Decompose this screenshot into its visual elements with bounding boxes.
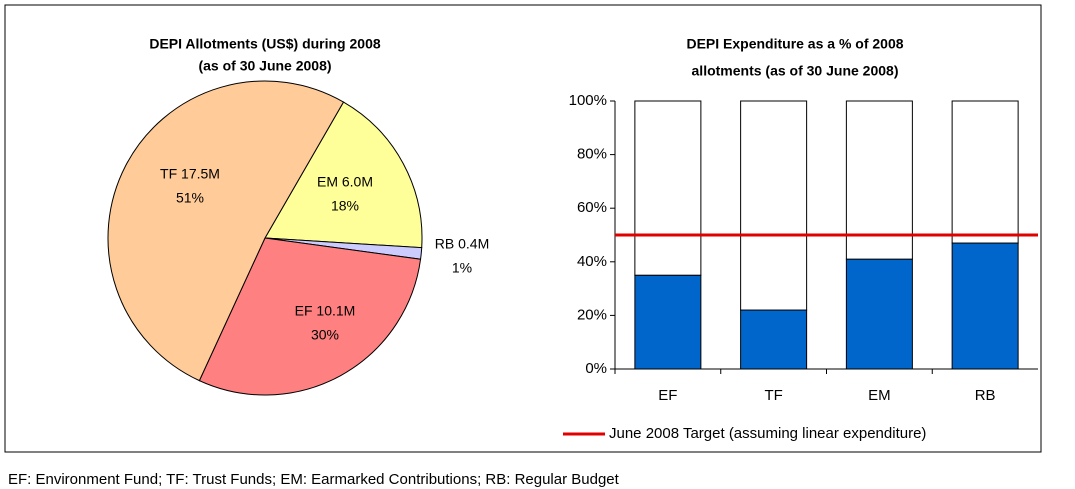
x-tick-label: TF <box>764 387 782 404</box>
pie-slice <box>107 80 345 382</box>
slice-label: TF 17.5M <box>160 166 220 182</box>
bar-segment <box>845 258 913 370</box>
y-tick-label: 100% <box>569 92 607 109</box>
bar-segment <box>951 100 1019 244</box>
bar-segment <box>845 100 913 260</box>
x-tick-label: RB <box>975 387 996 404</box>
chart-title: DEPI Expenditure as a % of 2008 <box>686 36 903 52</box>
x-tick-label: EM <box>868 387 891 404</box>
frame <box>4 4 1042 453</box>
chart-title: (as of 30 June 2008) <box>198 58 331 74</box>
footer: EF: Environment Fund; TF: Trust Funds; E… <box>8 471 620 488</box>
y-tick-label: 20% <box>577 306 607 323</box>
chart-title: allotments (as of 30 June 2008) <box>692 63 899 79</box>
y-tick-label: 80% <box>577 146 607 163</box>
bar-segment <box>634 274 702 370</box>
chart-title: DEPI Allotments (US$) during 2008 <box>149 36 381 52</box>
y-tick-label: 40% <box>577 253 607 270</box>
slice-label: EM 6.0M <box>317 174 373 190</box>
pie-slice <box>264 101 423 249</box>
y-tick-label: 60% <box>577 199 607 216</box>
slice-percent: 51% <box>176 190 204 206</box>
legend-label: June 2008 Target (assuming linear expend… <box>609 425 926 442</box>
bar-segment <box>740 309 808 370</box>
bar-segment <box>740 100 808 311</box>
slice-percent: 30% <box>311 327 339 343</box>
y-tick-label: 0% <box>585 360 607 377</box>
slice-label: RB 0.4M <box>435 236 489 252</box>
x-tick-label: EF <box>658 387 677 404</box>
slice-percent: 1% <box>452 260 472 276</box>
pie-slice <box>198 237 422 396</box>
slice-label: EF 10.1M <box>295 303 356 319</box>
slice-percent: 18% <box>331 198 359 214</box>
bar-segment <box>951 242 1019 370</box>
bar-segment <box>634 100 702 276</box>
